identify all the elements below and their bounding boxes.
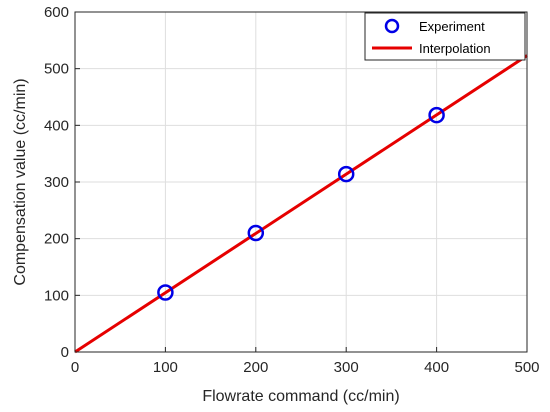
y-axis: 0 100 200 300 400 500 600 xyxy=(44,4,80,361)
legend: Experiment Interpolation xyxy=(364,12,526,61)
series-layer xyxy=(74,54,528,354)
y-tick-label: 300 xyxy=(44,174,69,191)
experiment-point xyxy=(157,284,174,301)
grid-lines xyxy=(75,12,527,352)
x-tick-label: 100 xyxy=(153,359,178,376)
x-axis: 0 100 200 300 400 500 xyxy=(71,347,540,376)
legend-experiment-marker xyxy=(384,18,400,34)
x-tick-label: 0 xyxy=(71,359,79,376)
x-tick-label: 500 xyxy=(514,359,539,376)
experiment-point xyxy=(337,165,355,183)
y-axis-label: Compensation value (cc/min) xyxy=(12,78,29,285)
x-tick-label: 300 xyxy=(334,359,359,376)
y-tick-label: 600 xyxy=(44,4,69,21)
legend-interpolation-label: Interpolation xyxy=(419,41,491,56)
y-tick-label: 500 xyxy=(44,61,69,78)
y-tick-label: 0 xyxy=(61,344,69,361)
y-tick-label: 200 xyxy=(44,231,69,248)
x-tick-label: 200 xyxy=(243,359,268,376)
experiment-point xyxy=(247,224,265,242)
experiment-point xyxy=(428,106,445,124)
x-tick-label: 400 xyxy=(424,359,449,376)
y-tick-label: 100 xyxy=(44,287,69,304)
legend-experiment-label: Experiment xyxy=(419,19,485,34)
interpolation-line xyxy=(74,54,528,354)
y-tick-label: 400 xyxy=(44,117,69,134)
x-axis-label: Flowrate command (cc/min) xyxy=(202,388,399,405)
